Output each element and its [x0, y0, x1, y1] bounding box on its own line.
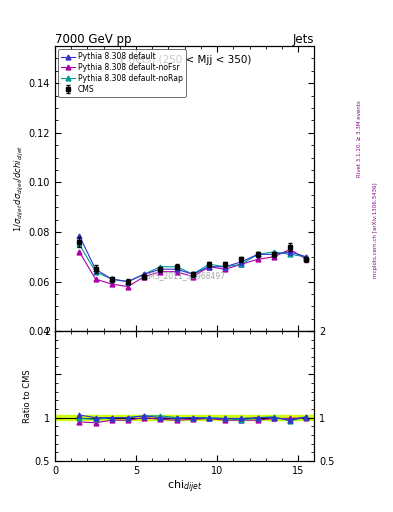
Pythia 8.308 default: [272, 251, 276, 258]
Pythia 8.308 default-noFsr: [77, 249, 82, 255]
Pythia 8.308 default: [207, 264, 211, 270]
Pythia 8.308 default: [223, 264, 228, 270]
Pythia 8.308 default-noFsr: [255, 256, 260, 262]
Pythia 8.308 default-noRap: [272, 249, 276, 255]
Pythia 8.308 default-noFsr: [239, 261, 244, 267]
Pythia 8.308 default-noRap: [174, 264, 179, 270]
Y-axis label: Ratio to CMS: Ratio to CMS: [23, 369, 32, 423]
Pythia 8.308 default-noFsr: [93, 276, 98, 282]
Line: Pythia 8.308 default-noFsr: Pythia 8.308 default-noFsr: [77, 247, 309, 289]
Pythia 8.308 default-noRap: [223, 264, 228, 270]
Pythia 8.308 default-noRap: [288, 251, 292, 258]
Legend: Pythia 8.308 default, Pythia 8.308 default-noFsr, Pythia 8.308 default-noRap, CM: Pythia 8.308 default, Pythia 8.308 defau…: [58, 49, 186, 97]
Text: Rivet 3.1.10, ≥ 3.3M events: Rivet 3.1.10, ≥ 3.3M events: [357, 100, 362, 177]
Pythia 8.308 default-noFsr: [174, 269, 179, 275]
Pythia 8.308 default-noRap: [109, 276, 114, 282]
Pythia 8.308 default-noRap: [126, 279, 130, 285]
Pythia 8.308 default-noFsr: [109, 281, 114, 287]
Bar: [55, 415, 314, 420]
Pythia 8.308 default-noFsr: [126, 284, 130, 290]
Pythia 8.308 default: [109, 276, 114, 282]
Pythia 8.308 default-noFsr: [207, 264, 211, 270]
Pythia 8.308 default-noRap: [191, 271, 195, 278]
Pythia 8.308 default-noRap: [304, 254, 309, 260]
Pythia 8.308 default: [142, 271, 147, 278]
Pythia 8.308 default: [93, 266, 98, 272]
Pythia 8.308 default-noRap: [77, 241, 82, 247]
Pythia 8.308 default-noFsr: [272, 254, 276, 260]
Pythia 8.308 default: [158, 266, 163, 272]
Pythia 8.308 default: [77, 232, 82, 239]
Text: mcplots.cern.ch [arXiv:1306.3436]: mcplots.cern.ch [arXiv:1306.3436]: [373, 183, 378, 278]
Text: Jets: Jets: [293, 33, 314, 46]
Text: χ (jets) (250 < Mjj < 350): χ (jets) (250 < Mjj < 350): [119, 55, 251, 65]
Pythia 8.308 default-noRap: [239, 261, 244, 267]
Pythia 8.308 default-noFsr: [158, 269, 163, 275]
Y-axis label: $1/\sigma_{dijet}\,d\sigma_{dijet}/dchi_{dijet}$: $1/\sigma_{dijet}\,d\sigma_{dijet}/dchi_…: [13, 145, 26, 232]
Text: 7000 GeV pp: 7000 GeV pp: [55, 33, 132, 46]
Pythia 8.308 default-noRap: [255, 251, 260, 258]
Pythia 8.308 default-noFsr: [191, 273, 195, 280]
Pythia 8.308 default-noFsr: [304, 256, 309, 262]
Pythia 8.308 default-noFsr: [288, 246, 292, 252]
Pythia 8.308 default: [174, 266, 179, 272]
Line: Pythia 8.308 default: Pythia 8.308 default: [77, 233, 309, 284]
Text: CMS_2011_S8968497: CMS_2011_S8968497: [144, 271, 226, 280]
Pythia 8.308 default-noRap: [142, 271, 147, 278]
Pythia 8.308 default: [191, 271, 195, 278]
Pythia 8.308 default-noRap: [93, 269, 98, 275]
Pythia 8.308 default-noRap: [207, 261, 211, 267]
Line: Pythia 8.308 default-noRap: Pythia 8.308 default-noRap: [77, 242, 309, 284]
Pythia 8.308 default-noFsr: [142, 273, 147, 280]
Pythia 8.308 default-noFsr: [223, 266, 228, 272]
Pythia 8.308 default: [255, 251, 260, 258]
Pythia 8.308 default: [126, 279, 130, 285]
X-axis label: chi$_{dijet}$: chi$_{dijet}$: [167, 478, 202, 495]
Pythia 8.308 default-noRap: [158, 264, 163, 270]
Pythia 8.308 default: [304, 254, 309, 260]
Pythia 8.308 default: [288, 249, 292, 255]
Pythia 8.308 default: [239, 259, 244, 265]
